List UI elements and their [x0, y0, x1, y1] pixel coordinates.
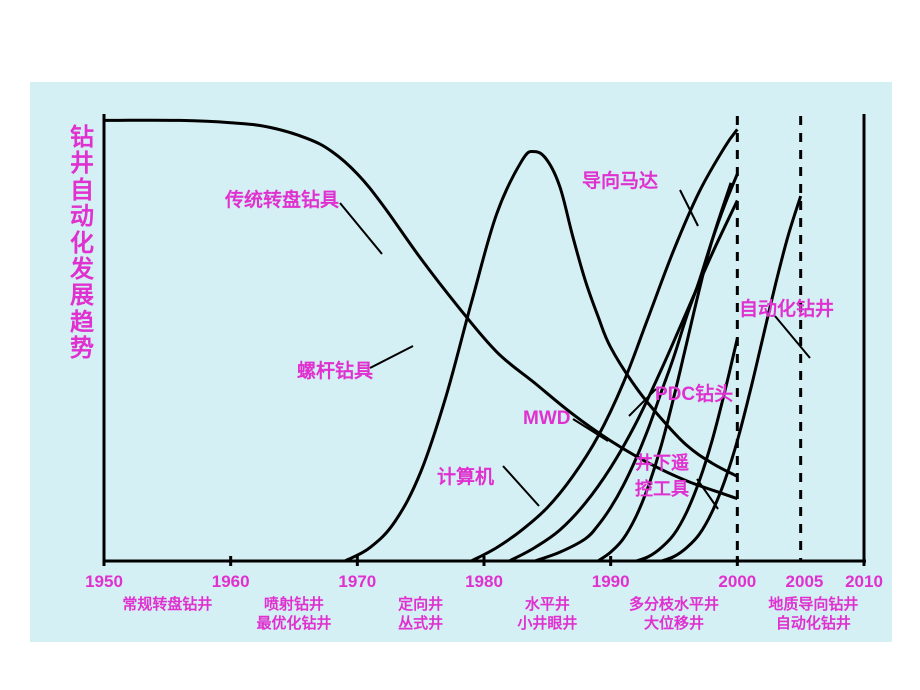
label-steermotor: 导向马达 — [582, 166, 658, 193]
x-tick-label: 2000 — [718, 572, 756, 592]
x-tick-label: 2010 — [845, 572, 883, 592]
x-era-note: 喷射钻井 最优化钻井 — [257, 596, 332, 634]
label-downhole: 井下遥 控工具 — [635, 449, 689, 501]
x-era-note: 常规转盘钻井 — [122, 596, 212, 615]
label-pdc: PDC钻头 — [655, 379, 733, 406]
x-era-note: 水平井 小井眼井 — [517, 596, 577, 634]
curve-computer — [535, 174, 738, 561]
curve-mwd — [471, 129, 737, 561]
x-era-note: 定向井 丛式井 — [398, 596, 443, 634]
curve-steermotor — [598, 183, 731, 561]
x-era-note: 地质导向钻井 自动化钻井 — [768, 596, 858, 634]
label-autodrill: 自动化钻井 — [739, 294, 834, 321]
label-rotary: 传统转盘钻具 — [225, 185, 339, 212]
x-tick-label: 2005 — [786, 572, 824, 592]
x-era-note: 多分枝水平井 大位移井 — [629, 596, 719, 634]
curves-group — [104, 120, 801, 561]
label-computer: 计算机 — [437, 462, 494, 489]
chart-svg — [0, 0, 920, 690]
x-tick-label: 1960 — [212, 572, 250, 592]
label-screw: 螺杆钻具 — [297, 356, 373, 383]
label-mwd: MWD — [523, 408, 570, 430]
x-tick-label: 1980 — [465, 572, 503, 592]
chart-page: { "colors": { "chart_bg": "#d4f0f4", "ma… — [0, 0, 920, 690]
x-tick-label: 1950 — [85, 572, 123, 592]
x-tick-label: 1990 — [592, 572, 630, 592]
x-tick-label: 1970 — [338, 572, 376, 592]
leaders-group — [340, 190, 810, 509]
vdash-group — [737, 116, 800, 561]
